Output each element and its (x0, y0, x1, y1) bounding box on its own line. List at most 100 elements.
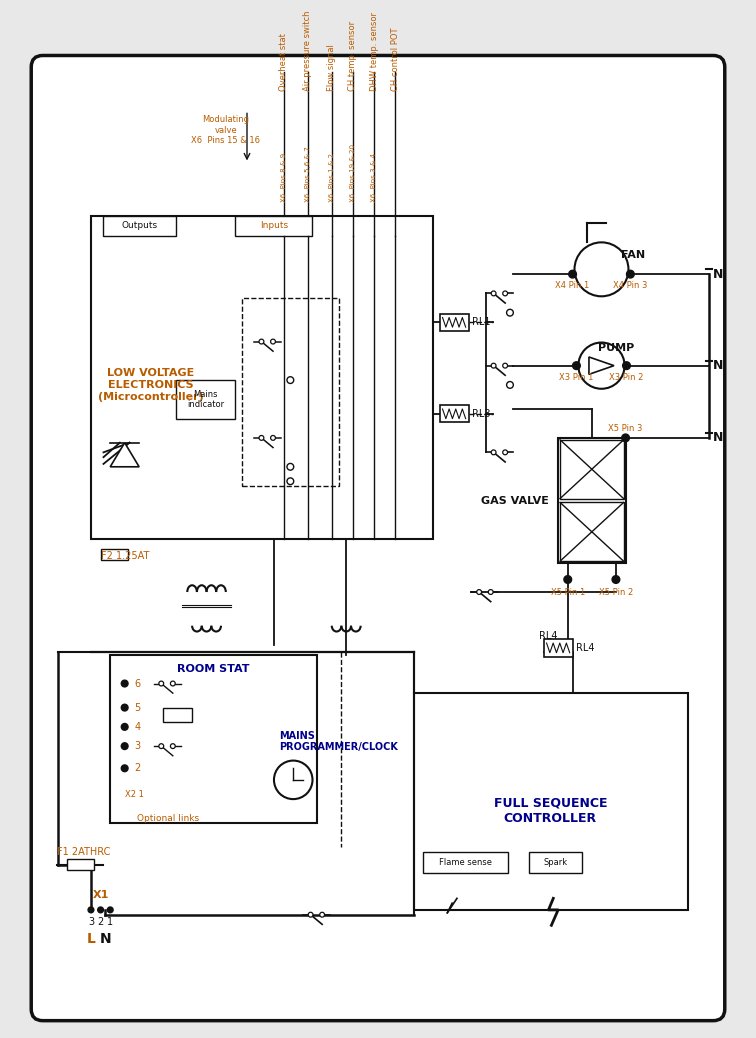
Text: GAS VALVE: GAS VALVE (481, 495, 549, 506)
Text: Overheat stat: Overheat stat (279, 33, 288, 91)
Circle shape (621, 434, 630, 442)
Text: 2: 2 (135, 763, 141, 773)
Text: DHW temp. sensor: DHW temp. sensor (370, 12, 379, 91)
Text: FULL SEQUENCE
CONTROLLER: FULL SEQUENCE CONTROLLER (494, 797, 607, 824)
Text: 3: 3 (88, 918, 94, 927)
Text: X3 Pin 1: X3 Pin 1 (559, 373, 593, 382)
Bar (242, 298, 339, 486)
Circle shape (503, 449, 507, 455)
Circle shape (88, 907, 94, 912)
Text: RL1: RL1 (472, 318, 491, 327)
Circle shape (98, 907, 104, 912)
Circle shape (320, 912, 324, 918)
Text: Optional links: Optional links (137, 814, 199, 823)
Bar (175, 380, 235, 418)
Circle shape (491, 449, 496, 455)
Bar (544, 639, 572, 657)
Text: PUMP: PUMP (598, 344, 634, 353)
Text: MAINS
PROGRAMMER/CLOCK: MAINS PROGRAMMER/CLOCK (279, 731, 398, 753)
Text: X5 Pin 2: X5 Pin 2 (599, 588, 633, 597)
Text: 6: 6 (135, 679, 141, 688)
Bar (235, 216, 312, 236)
Circle shape (107, 907, 113, 912)
Circle shape (259, 436, 264, 440)
Text: Air pressure switch: Air pressure switch (303, 10, 312, 91)
Text: N: N (713, 359, 723, 373)
Circle shape (503, 363, 507, 368)
Text: Modulating
valve
X6  Pins 15 & 16: Modulating valve X6 Pins 15 & 16 (191, 115, 260, 145)
Text: X6  Pins 1 & 2: X6 Pins 1 & 2 (329, 153, 335, 202)
Bar (101, 549, 128, 561)
Text: Mains
indicator: Mains indicator (187, 389, 224, 409)
Circle shape (121, 723, 128, 731)
Circle shape (121, 743, 128, 749)
Text: L: L (86, 932, 95, 946)
Bar (558, 438, 625, 564)
Bar (529, 852, 582, 873)
Circle shape (287, 377, 294, 383)
Circle shape (170, 744, 175, 748)
Circle shape (503, 291, 507, 296)
Text: CH temp. sensor: CH temp. sensor (349, 21, 358, 91)
Text: Spark: Spark (543, 858, 567, 867)
Text: 5: 5 (135, 703, 141, 713)
Text: X6  Pins 5,6 & 7: X6 Pins 5,6 & 7 (305, 146, 311, 202)
Circle shape (627, 270, 634, 278)
Bar (110, 655, 318, 823)
Circle shape (623, 362, 631, 370)
Text: X4 Pin 1: X4 Pin 1 (556, 281, 590, 291)
Text: N: N (100, 932, 111, 946)
Text: X6  Pins 19 & 20: X6 Pins 19 & 20 (350, 144, 356, 202)
Circle shape (564, 576, 572, 583)
Circle shape (578, 343, 624, 389)
FancyBboxPatch shape (31, 55, 725, 1020)
Bar (104, 216, 175, 236)
Circle shape (507, 382, 513, 388)
Circle shape (121, 704, 128, 711)
Circle shape (271, 436, 275, 440)
Text: N: N (713, 268, 723, 280)
Bar (163, 708, 192, 722)
Text: Outputs: Outputs (121, 221, 157, 230)
Text: 4: 4 (135, 721, 141, 732)
Bar (440, 405, 469, 422)
Circle shape (488, 590, 493, 595)
Text: X6  Pins 8 & 9: X6 Pins 8 & 9 (280, 153, 287, 202)
Bar (423, 852, 508, 873)
Circle shape (287, 463, 294, 470)
Text: RL4: RL4 (539, 631, 558, 641)
Text: RL3: RL3 (472, 409, 491, 418)
Polygon shape (589, 357, 614, 375)
Circle shape (159, 681, 164, 686)
Bar (560, 440, 624, 498)
Circle shape (507, 309, 513, 316)
Text: X5 Pin 1: X5 Pin 1 (550, 588, 585, 597)
Text: X6  Pins 3 & 4: X6 Pins 3 & 4 (371, 153, 377, 202)
Circle shape (170, 681, 175, 686)
Bar (91, 216, 433, 539)
Text: RL4: RL4 (576, 643, 595, 653)
Text: 3: 3 (135, 741, 141, 752)
Circle shape (159, 744, 164, 748)
Text: ROOM STAT: ROOM STAT (177, 664, 249, 674)
Text: X2 1: X2 1 (125, 790, 144, 799)
Bar (67, 858, 94, 871)
Text: FAN: FAN (621, 250, 645, 260)
Text: X3 Pin 2: X3 Pin 2 (609, 373, 643, 382)
Circle shape (274, 761, 312, 799)
Circle shape (287, 477, 294, 485)
Bar (440, 313, 469, 331)
Text: X1: X1 (92, 891, 109, 900)
Circle shape (491, 363, 496, 368)
Text: F1 2ATHRC: F1 2ATHRC (57, 847, 110, 857)
Circle shape (575, 242, 628, 296)
Text: X4 Pin 3: X4 Pin 3 (613, 281, 648, 291)
Circle shape (612, 576, 620, 583)
Polygon shape (110, 443, 139, 467)
Text: 1: 1 (107, 918, 113, 927)
Text: Flame sense: Flame sense (439, 858, 492, 867)
Circle shape (572, 362, 581, 370)
Text: CH control POT: CH control POT (391, 28, 400, 91)
Bar (414, 693, 688, 910)
Circle shape (121, 765, 128, 771)
